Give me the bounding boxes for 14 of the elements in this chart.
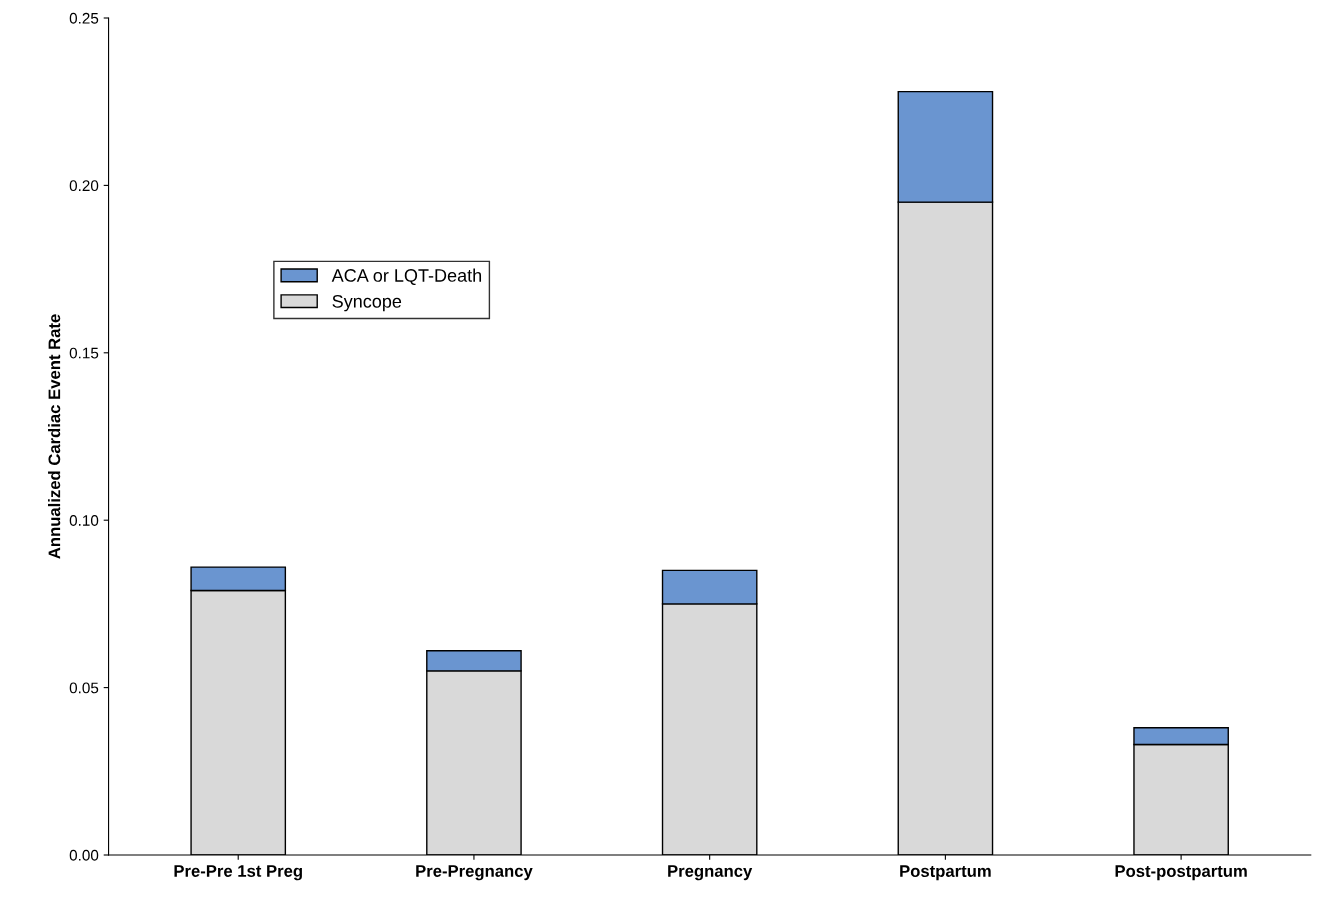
x-tick-label: Pregnancy	[668, 865, 753, 881]
x-tick-label: Postpartum	[900, 865, 991, 881]
y-tick-label: 0.05	[69, 682, 99, 694]
x-tick-label: Post-postpartum	[1115, 865, 1247, 881]
y-axis-title: Annualized Cardiac Event Rate	[48, 314, 61, 559]
y-tick-label: 0.20	[69, 180, 99, 192]
y-tick-label: 0.10	[69, 515, 99, 526]
legend-label: ACA or LQT-Death	[331, 268, 482, 286]
y-tick-label: 0.15	[69, 347, 99, 359]
x-tick-label: Pre-Pregnancy	[416, 865, 533, 881]
x-tick-label: Pre-Pre 1st Preg	[174, 865, 302, 881]
y-tick-label: 0.25	[69, 12, 99, 24]
legend-label: Syncope	[332, 294, 402, 312]
y-tick-label: 0.00	[69, 849, 99, 861]
